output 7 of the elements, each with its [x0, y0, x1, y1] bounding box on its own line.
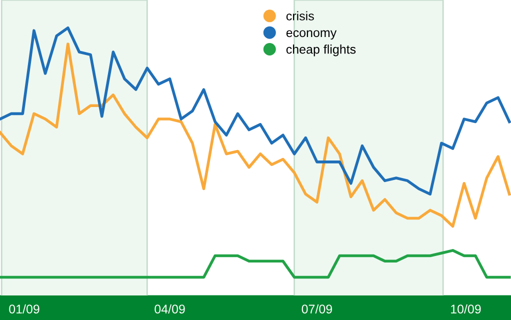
x-tick-label: 04/09 — [154, 304, 185, 314]
x-tick-label: 01/09 — [9, 304, 40, 314]
x-tick-label: 07/09 — [302, 304, 332, 314]
legend-label: economy — [286, 30, 337, 40]
legend-label: crisis — [286, 11, 314, 20]
x-tick-label: 10/09 — [451, 304, 481, 314]
legend-label: cheap flights — [286, 44, 356, 56]
